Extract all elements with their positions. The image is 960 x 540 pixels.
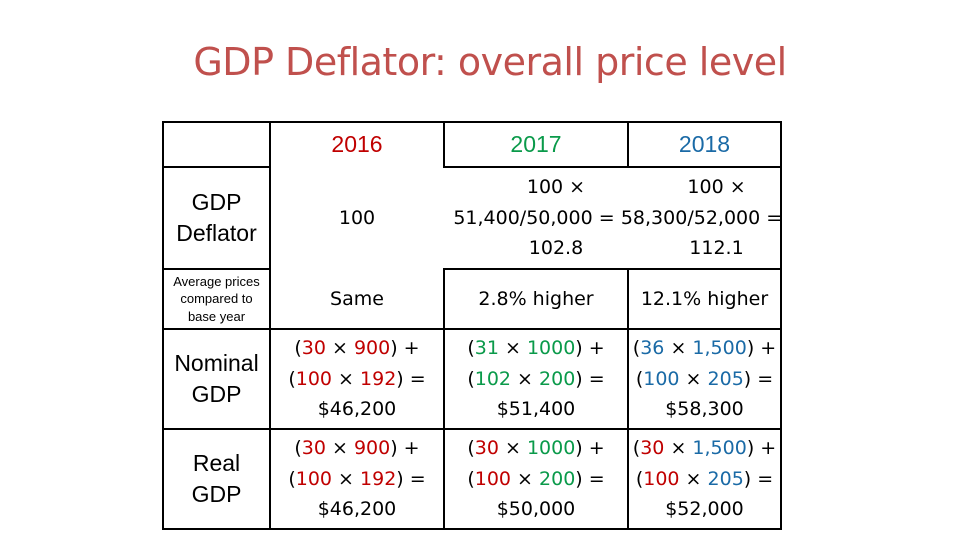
avg-2016: Same: [330, 287, 384, 310]
table-border: [162, 328, 782, 330]
nominal-2016: (30 × 900) + (100 × 192) = $46,200: [288, 337, 426, 421]
row-label-nominal-gdp: Nominal GDP: [174, 349, 259, 407]
table-border-bottom: [162, 528, 782, 530]
deflator-2018: 100 × 58,300/52,000 = 112.1: [620, 176, 783, 260]
row-label-deflator: GDP Deflator: [176, 188, 257, 246]
header-2016: 2016: [331, 130, 383, 157]
avg-2018: 12.1% higher: [640, 287, 769, 310]
deflator-2016: 100: [338, 206, 376, 229]
table-border-top: [162, 121, 782, 123]
real-2016: (30 × 900) + (100 × 192) = $46,200: [288, 437, 426, 521]
nominal-2018: (36 × 1,500) + (100 × 205) = $58,300: [632, 337, 777, 421]
row-label-average-prices: Average prices compared to base year: [173, 273, 260, 324]
table-border: [162, 166, 271, 168]
row-label-real-gdp: Real GDP: [191, 449, 242, 507]
nominal-2017: (31 × 1000) + (102 × 200) = $51,400: [467, 337, 605, 421]
table-border: [162, 268, 271, 270]
table-border: [443, 268, 445, 530]
page-title: GDP Deflator: overall price level: [193, 40, 787, 84]
avg-2017: 2.8% higher: [478, 287, 594, 310]
table-border: [443, 268, 782, 270]
table-border: [627, 121, 629, 168]
real-2017: (30 × 1000) + (100 × 200) = $50,000: [467, 437, 605, 521]
deflator-2017: 100 × 51,400/50,000 = 102.8: [453, 176, 615, 260]
header-2017: 2017: [510, 130, 562, 157]
header-2018: 2018: [678, 130, 731, 157]
table-border: [443, 166, 782, 168]
table-border: [443, 121, 445, 168]
table-border-left: [162, 121, 164, 530]
table-border-right: [780, 121, 782, 530]
real-2018: (30 × 1,500) + (100 × 205) = $52,000: [632, 437, 777, 521]
table-border: [162, 428, 782, 430]
table-border: [269, 121, 271, 530]
table-border: [627, 268, 629, 530]
